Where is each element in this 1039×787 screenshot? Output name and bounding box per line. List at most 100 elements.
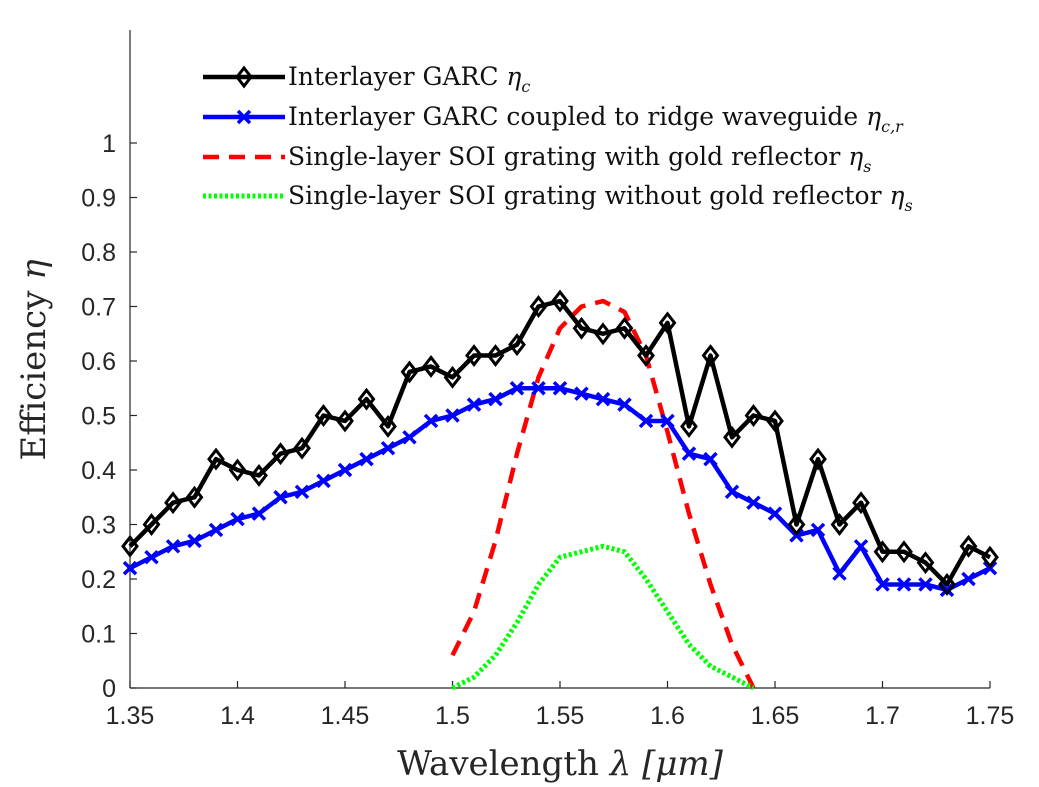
diamond-marker (121, 534, 139, 558)
x-marker (638, 413, 654, 429)
diamond-marker (809, 447, 827, 471)
legend: Interlayer GARC ηc Interlayer GARC couple… (203, 62, 913, 215)
x-marker (359, 451, 374, 467)
diamond-marker (185, 485, 204, 509)
x-marker (832, 566, 847, 581)
x-marker (251, 506, 267, 521)
diamond-marker (701, 344, 720, 367)
legend-item: Interlayer GARC ηc (203, 62, 530, 96)
x-marker (746, 495, 761, 510)
series-1 (122, 381, 998, 598)
legend-label-text: Single-layer SOI grating with gold refle… (288, 142, 848, 171)
x-marker (509, 381, 525, 396)
diamond-marker (228, 458, 247, 482)
diamond-marker (723, 425, 741, 449)
diamond-marker (615, 316, 634, 340)
diamond-marker (637, 344, 655, 367)
y-tick-label: 0.8 (81, 239, 116, 267)
diamond-marker (981, 545, 999, 569)
x-tick-label: 1.35 (106, 702, 155, 730)
diamond-marker (422, 355, 440, 378)
x-marker (724, 484, 740, 500)
diamond-marker (250, 464, 268, 487)
series-layer (121, 289, 999, 691)
x-tick-label: 1.55 (536, 702, 585, 730)
x-marker (402, 430, 417, 445)
y-tick-label: 0.3 (81, 512, 116, 540)
x-axis-title: Wavelength λ [μm] (397, 744, 724, 784)
diamond-marker (852, 491, 870, 515)
diamond-marker (787, 513, 806, 536)
diamond-marker (658, 311, 677, 335)
diamond-marker (207, 447, 225, 471)
x-marker (767, 506, 783, 521)
y-tick-label: 0.4 (81, 457, 116, 485)
x-marker (187, 533, 202, 549)
x-marker (294, 484, 310, 500)
x-marker (316, 473, 331, 489)
legend-label-subscript: s (863, 157, 871, 176)
legend-label-symbol: η (889, 181, 904, 210)
series-line (128, 386, 992, 593)
y-tick-label: 0.7 (81, 294, 116, 322)
x-marker (531, 381, 546, 396)
legend-label-text: Interlayer GARC (288, 62, 506, 91)
diamond-marker (314, 404, 333, 427)
diamond-marker (830, 513, 849, 536)
diamond-marker (400, 360, 419, 384)
legend-item: Single-layer SOI grating without gold re… (203, 181, 913, 215)
x-marker (810, 522, 826, 538)
x-marker (552, 381, 568, 396)
diamond-marker (916, 551, 935, 575)
diamond-marker (508, 333, 526, 357)
x-marker (703, 451, 718, 467)
diamond-marker (594, 322, 612, 346)
x-marker (853, 539, 869, 554)
x-marker (918, 577, 933, 592)
x-marker (165, 539, 181, 554)
x-axis-unit: [μm] (642, 744, 724, 784)
x-marker (466, 397, 482, 412)
x-marker (208, 522, 224, 538)
diamond-marker (293, 436, 311, 460)
x-marker (236, 109, 252, 125)
diamond-marker (164, 491, 182, 515)
series-0 (121, 289, 999, 596)
x-marker (273, 490, 288, 505)
y-tick-label: 0.9 (81, 185, 116, 213)
diamond-marker (873, 540, 892, 564)
legend-label: Single-layer SOI grating with gold refle… (288, 142, 871, 176)
x-tick-label: 1.75 (966, 702, 1015, 730)
x-tick-label: 1.45 (321, 702, 370, 730)
x-marker (122, 560, 138, 576)
y-tick-label: 0 (102, 675, 116, 703)
x-marker (230, 511, 245, 527)
x-marker (681, 446, 697, 461)
y-axis-label: Efficiency (14, 290, 54, 461)
x-marker (660, 413, 675, 429)
diamond-marker (379, 414, 397, 438)
diamond-marker (938, 573, 956, 596)
legend-label-subscript: c,r (881, 117, 904, 136)
series-2 (450, 298, 756, 689)
legend-label-symbol: η (848, 142, 863, 171)
legend-label: Interlayer GARC ηc (288, 62, 530, 96)
x-marker (896, 577, 912, 592)
x-marker (144, 549, 159, 565)
y-axis-title: Efficiency η (14, 259, 54, 461)
legend-label: Interlayer GARC coupled to ridge wavegui… (288, 102, 904, 136)
x-tick-label: 1.6 (650, 702, 685, 730)
y-axis-symbol: η (14, 259, 54, 280)
diamond-marker (336, 409, 354, 433)
diamond-marker (529, 295, 548, 318)
x-axis-label: Wavelength (397, 744, 599, 784)
series-3 (451, 543, 755, 691)
y-tick-label: 0.1 (81, 621, 116, 649)
x-marker (961, 571, 976, 587)
x-ticks: 1.35 1.4 1.45 1.5 1.55 1.6 1.65 1.7 1.75 (106, 681, 1015, 730)
diamond-marker (959, 534, 978, 558)
diamond-marker (744, 404, 763, 427)
diamond-marker (357, 387, 376, 411)
x-tick-label: 1.65 (751, 702, 800, 730)
